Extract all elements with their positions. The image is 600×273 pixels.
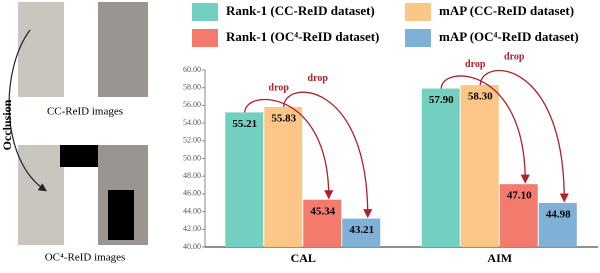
y-tick-label: 58.00 [183, 83, 201, 92]
x-tick-label: CAL [291, 251, 316, 265]
drop-arrow [479, 69, 569, 203]
bar [225, 112, 264, 247]
drop-arrow [440, 75, 530, 184]
side-label: Occlusion [0, 99, 14, 150]
value-label: 55.21 [232, 118, 257, 130]
bar [342, 218, 381, 247]
value-label: 55.83 [271, 112, 296, 124]
y-tick-label: 60.00 [183, 65, 201, 74]
y-tick-label: 54.00 [183, 118, 201, 127]
legend-label: Rank-1 (OC⁴-ReID dataset) [226, 29, 379, 44]
bar [421, 88, 460, 248]
caption: OC⁴-ReID images [45, 252, 126, 264]
legend-swatch [192, 29, 218, 47]
value-label: 57.90 [429, 94, 454, 106]
y-tick-label: 50.00 [183, 153, 201, 162]
y-tick-label: 48.00 [183, 171, 201, 180]
caption: CC-ReID images [47, 106, 123, 118]
legend-swatch [405, 3, 431, 21]
legend-swatch [405, 29, 431, 47]
annotation: drop [465, 59, 486, 70]
bar [538, 202, 577, 247]
value-label: 58.30 [468, 91, 493, 103]
bar [460, 85, 499, 247]
value-label: 44.98 [546, 208, 571, 220]
image [18, 145, 64, 245]
bar [303, 199, 342, 247]
image [98, 2, 148, 97]
annotation: drop [269, 83, 290, 94]
image [18, 2, 64, 97]
x-tick-label: AIM [487, 251, 512, 265]
bar [264, 106, 303, 247]
occlusion [108, 190, 134, 240]
legend-label: Rank-1 (CC-ReID dataset) [226, 3, 375, 18]
drop-arrow [244, 98, 334, 200]
arrow [8, 29, 47, 192]
bar [499, 184, 538, 247]
legend-label: mAP (CC-ReID dataset) [439, 3, 574, 18]
side-images: Occlusion CC-ReID images OC⁴-ReID images [0, 2, 148, 264]
value-label: 43.21 [349, 224, 374, 236]
y-tick-label: 42.00 [183, 224, 201, 233]
y-tick-label: 44.00 [183, 206, 201, 215]
drop-arrow [283, 91, 373, 219]
y-tick-label: 40.00 [183, 242, 201, 251]
annotation: drop [504, 51, 525, 62]
y-tick-label: 46.00 [183, 189, 201, 198]
legend-label: mAP (OC⁴-ReID dataset) [439, 29, 579, 44]
y-tick-label: 52.00 [183, 136, 201, 145]
occlusion [60, 145, 100, 167]
y-tick-label: 56.00 [183, 100, 201, 109]
value-label: 47.10 [507, 190, 532, 202]
legend-swatch [192, 3, 218, 21]
value-label: 45.34 [310, 205, 335, 217]
annotation: drop [308, 73, 329, 84]
